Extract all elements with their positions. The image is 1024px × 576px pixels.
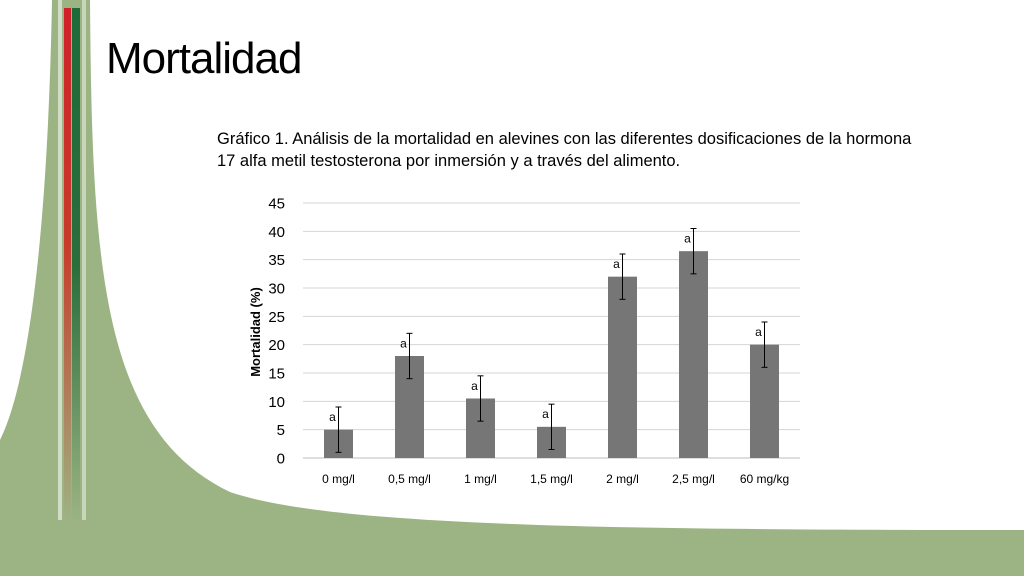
error-bars [335, 228, 768, 453]
y-axis-ticks: 0 5 10 15 20 25 30 35 40 45 [268, 196, 285, 468]
stripe-highlight-right [82, 0, 86, 520]
y-tick-label: 20 [268, 337, 285, 354]
bar-annotation: a [542, 407, 549, 421]
y-tick-label: 25 [268, 309, 285, 326]
bar [679, 251, 708, 458]
bar-annotation: a [329, 410, 336, 424]
red-stripe [64, 8, 71, 523]
y-tick-label: 35 [268, 252, 285, 269]
bar-annotations: a a a a a a a [329, 232, 762, 425]
x-tick-label: 0,5 mg/l [388, 472, 431, 486]
bars [324, 251, 779, 458]
y-tick-label: 5 [277, 422, 285, 439]
x-tick-label: 2,5 mg/l [672, 472, 715, 486]
y-tick-label: 30 [268, 281, 285, 298]
x-tick-label: 2 mg/l [606, 472, 639, 486]
slide-title: Mortalidad [106, 34, 302, 83]
y-tick-label: 0 [277, 451, 285, 468]
green-stripe [72, 8, 80, 523]
bar [608, 276, 637, 458]
y-tick-label: 40 [268, 224, 285, 241]
x-tick-label: 1 mg/l [464, 472, 497, 486]
y-tick-label: 15 [268, 366, 285, 383]
x-axis-ticks: 0 mg/l 0,5 mg/l 1 mg/l 1,5 mg/l 2 mg/l 2,5 mg… [322, 472, 789, 486]
bar-annotation: a [684, 232, 691, 246]
x-tick-label: 0 mg/l [322, 472, 355, 486]
bar-annotation: a [400, 336, 407, 350]
bar-annotation: a [755, 325, 762, 339]
bar-annotation: a [613, 257, 620, 271]
x-tick-label: 1,5 mg/l [530, 472, 573, 486]
chart-caption: Gráfico 1. Análisis de la mortalidad en … [217, 130, 912, 170]
x-tick-label: 60 mg/kg [740, 472, 789, 486]
stripe-highlight-left [58, 0, 62, 520]
gridlines [303, 202, 800, 459]
y-tick-label: 45 [268, 196, 285, 213]
y-tick-label: 10 [268, 394, 285, 411]
bar-annotation: a [471, 379, 478, 393]
y-axis-label: Mortalidad (%) [248, 287, 263, 377]
